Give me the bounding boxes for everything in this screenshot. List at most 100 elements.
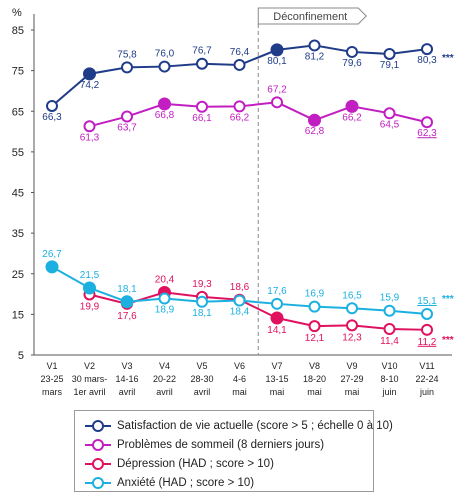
series-1-point-5 <box>271 96 283 109</box>
data-label-series-2-4: 18,6 <box>230 282 250 293</box>
series-3-point-10 <box>421 307 433 320</box>
legend-item-sommeil: Problèmes de sommeil (8 derniers jours) <box>85 437 324 453</box>
series-3 <box>45 260 433 320</box>
series-0-point-0 <box>46 99 58 112</box>
x-tick-label-V5: V5 28-30 avril <box>190 361 213 397</box>
significance-flag-series-0: *** <box>442 53 454 64</box>
data-label-series-3-2: 18,1 <box>117 284 137 295</box>
axes: % 5 15 25 35 45 55 65 75 85 V1 23-25 mars V2 30 mars- 1… <box>12 7 452 397</box>
y-tick-label-85: 85 <box>12 25 24 37</box>
x-tick-period: juin <box>381 387 396 397</box>
x-tick-label-V7: V7 13-15 mai <box>265 361 288 397</box>
x-tick-period: avril <box>119 387 136 397</box>
series-2-point-6 <box>308 320 321 333</box>
y-tick-label-45: 45 <box>12 188 24 200</box>
series-3-point-8 <box>346 302 358 315</box>
x-tick-dates: 8-10 <box>380 374 398 384</box>
series-3-point-1 <box>83 281 96 295</box>
series-0-point-8 <box>346 45 358 58</box>
x-tick-code: V8 <box>309 361 320 371</box>
series-2-point-8 <box>383 323 396 335</box>
series-1-point-7 <box>345 99 359 113</box>
series-3-point-4 <box>196 295 208 308</box>
x-tick-code: V10 <box>381 361 397 371</box>
data-label-series-2-5: 14,1 <box>267 325 287 336</box>
series-0-point-5 <box>233 58 246 71</box>
legend-label-anxiete: Anxiété (HAD ; score > 10) <box>117 477 255 489</box>
legend-marker-anxiete <box>85 476 111 490</box>
x-tick-code: V1 <box>46 361 57 371</box>
legend-item-anxiete: Anxiété (HAD ; score > 10) <box>85 475 254 491</box>
y-tick-label-35: 35 <box>12 228 24 240</box>
x-tick-period: mai <box>307 387 322 397</box>
data-label-series-0-6: 80,1 <box>267 56 287 67</box>
data-label-series-2-6: 12,1 <box>305 333 325 344</box>
data-label-series-2-3: 19,3 <box>192 279 212 290</box>
series-1-point-0 <box>83 120 96 133</box>
data-label-series-1-4: 66,2 <box>230 112 250 123</box>
data-label-series-2-0: 19,9 <box>80 301 100 312</box>
series-layer <box>45 39 433 336</box>
data-label-series-0-3: 76,0 <box>155 49 175 60</box>
x-tick-label-V2: V2 30 mars- 1er avril <box>72 361 108 397</box>
series-3-point-9 <box>383 304 396 317</box>
x-tick-dates: 13-15 <box>265 374 288 384</box>
x-tick-period: mai <box>270 387 285 397</box>
x-tick-period: 1er avril <box>73 387 105 397</box>
series-0-point-2 <box>121 61 133 74</box>
data-label-series-3-1: 21,5 <box>80 270 100 281</box>
legend: Satisfaction de vie actuelle (score > 5 … <box>74 410 393 492</box>
series-line-1 <box>89 101 428 128</box>
data-label-series-1-9: 62,3 <box>417 128 437 139</box>
x-tick-label-V6: V6 4-6 mai <box>232 361 247 397</box>
data-label-series-0-9: 79,1 <box>380 60 400 71</box>
x-tick-code: V4 <box>159 361 170 371</box>
data-label-series-3-9: 15,9 <box>380 293 400 304</box>
series-line-2 <box>89 291 428 331</box>
data-label-series-2-7: 12,3 <box>342 332 362 343</box>
y-axis-label: % <box>12 7 22 19</box>
series-2-point-9 <box>421 323 433 336</box>
data-labels-layer: 66,3 74,2 75,8 76,0 76,7 76,4 80,1 81,2 79,6 79,1… <box>42 46 454 348</box>
x-tick-dates: 27-29 <box>340 374 363 384</box>
y-tick-label-25: 25 <box>12 269 24 281</box>
series-2-point-5 <box>270 311 284 325</box>
x-tick-label-V8: V8 18-20 mai <box>303 361 326 397</box>
x-tick-label-V1: V1 23-25 mars <box>40 361 63 397</box>
x-tick-period: avril <box>194 387 211 397</box>
data-label-series-3-8: 16,5 <box>342 290 362 301</box>
x-tick-dates: 23-25 <box>40 374 63 384</box>
data-label-series-0-5: 76,4 <box>230 47 250 58</box>
x-tick-code: V3 <box>121 361 132 371</box>
series-0-point-7 <box>308 39 321 52</box>
x-tick-label-V4: V4 20-22 avril <box>153 361 176 397</box>
data-label-series-1-6: 62,8 <box>305 126 325 137</box>
x-tick-dates: 18-20 <box>303 374 326 384</box>
x-tick-code: V11 <box>419 361 434 371</box>
series-3-point-6 <box>271 297 283 310</box>
series-0-point-10 <box>421 43 433 56</box>
series-1-point-2 <box>158 97 171 111</box>
data-label-series-0-1: 74,2 <box>80 80 100 91</box>
legend-label-sommeil: Problèmes de sommeil (8 derniers jours) <box>117 439 325 451</box>
legend-marker-satisfaction <box>85 419 111 433</box>
data-label-series-2-2: 20,4 <box>155 274 175 285</box>
x-tick-dates: 20-22 <box>153 374 176 384</box>
data-label-series-1-5: 67,2 <box>267 84 287 95</box>
deconfinement-label: Déconfinement <box>273 11 347 23</box>
series-3-point-0 <box>45 260 59 274</box>
data-label-series-3-7: 16,9 <box>305 289 325 300</box>
x-tick-label-V11: V11 22-24 juin <box>415 361 438 397</box>
x-tick-period: mars <box>42 387 62 397</box>
x-tick-period: mai <box>232 387 247 397</box>
series-1 <box>83 96 433 133</box>
legend-item-depression: Dépression (HAD ; score > 10) <box>85 456 274 472</box>
series-0-point-9 <box>383 47 396 60</box>
series-0-point-3 <box>158 60 171 73</box>
y-tick-label-5: 5 <box>18 350 24 362</box>
x-tick-code: V7 <box>271 361 282 371</box>
data-label-series-3-5: 18,4 <box>230 307 250 318</box>
y-tick-label-75: 75 <box>12 66 24 78</box>
series-0-point-4 <box>196 57 208 70</box>
x-tick-label-V9: V9 27-29 mai <box>340 361 363 397</box>
